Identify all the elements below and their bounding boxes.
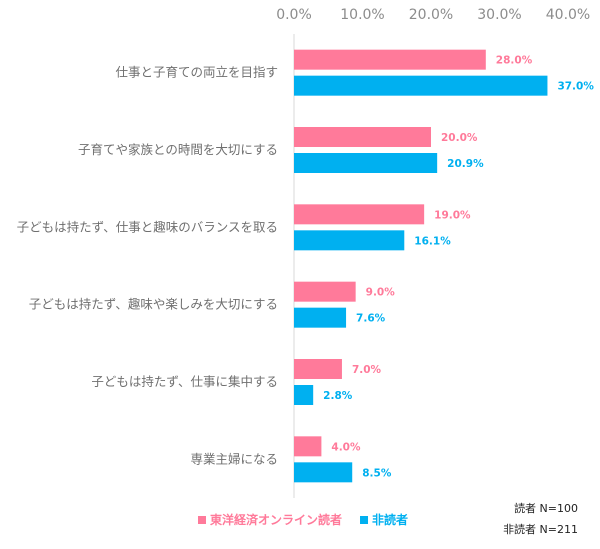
- bar-nonreaders: [294, 75, 548, 96]
- bar-nonreaders: [294, 153, 438, 173]
- x-tick-label: 30.0%: [477, 7, 521, 23]
- category-label: 子どもは持たず、趣味や楽しみを大切にする: [29, 297, 278, 312]
- data-label-readers: 7.0%: [352, 364, 382, 376]
- bar-readers: [294, 436, 322, 457]
- data-label-readers: 4.0%: [331, 441, 361, 453]
- bar-readers: [294, 204, 425, 225]
- data-label-nonreaders: 2.8%: [323, 390, 353, 402]
- category-label: 専業主婦になる: [190, 451, 278, 466]
- data-label-readers: 19.0%: [434, 209, 471, 221]
- legend-label: 東洋経済オンライン読者: [210, 512, 342, 527]
- bar-nonreaders: [294, 462, 353, 483]
- category-label: 子どもは持たず、仕事と趣味のバランスを取る: [17, 219, 278, 234]
- data-label-readers: 9.0%: [366, 287, 396, 299]
- data-label-readers: 28.0%: [496, 55, 533, 67]
- x-tick-label: 20.0%: [409, 7, 453, 23]
- data-label-readers: 20.0%: [441, 132, 478, 144]
- legend-swatch: [360, 516, 369, 524]
- x-tick-label: 40.0%: [546, 7, 590, 23]
- data-label-nonreaders: 7.6%: [356, 313, 386, 325]
- legend-swatch: [198, 516, 206, 524]
- data-label-nonreaders: 16.1%: [414, 235, 451, 247]
- data-label-nonreaders: 20.9%: [447, 158, 484, 170]
- bar-readers: [294, 359, 342, 379]
- bar-nonreaders: [294, 307, 347, 328]
- bar-readers: [294, 127, 431, 147]
- data-label-nonreaders: 37.0%: [557, 81, 594, 93]
- legend-label: 非読者: [372, 512, 408, 527]
- x-tick-label: 0.0%: [276, 7, 312, 23]
- sample-size-nonreaders: 非読者 N=211: [503, 523, 578, 536]
- bar-readers: [294, 281, 356, 302]
- bar-nonreaders: [294, 385, 314, 405]
- category-label: 子どもは持たず、仕事に集中する: [91, 374, 278, 389]
- data-label-nonreaders: 8.5%: [362, 467, 392, 479]
- x-tick-label: 10.0%: [340, 7, 384, 23]
- bar-nonreaders: [294, 230, 405, 251]
- bar-readers: [294, 49, 486, 70]
- category-label: 仕事と子育ての両立を目指す: [115, 65, 278, 80]
- sample-size-readers: 読者 N=100: [514, 502, 578, 515]
- category-label: 子育てや家族との時間を大切にする: [78, 142, 278, 157]
